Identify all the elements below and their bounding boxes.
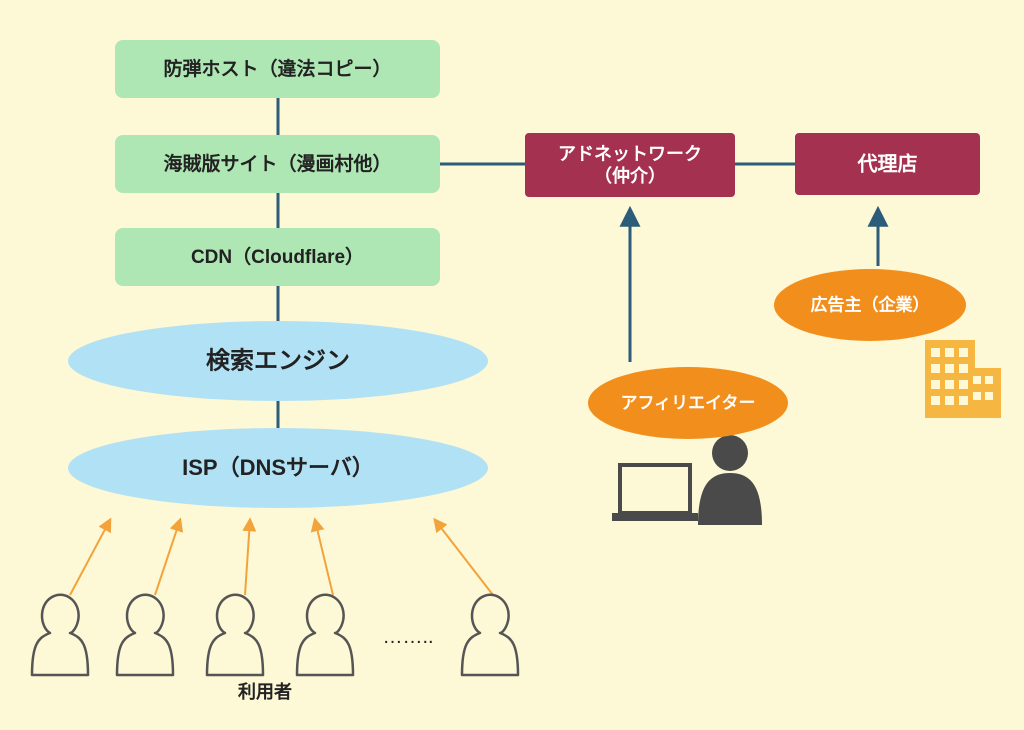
users-label: 利用者 [238, 681, 292, 702]
node-label: アフィリエイター [621, 393, 756, 412]
node-label: 海賊版サイト（漫画村他） [163, 152, 391, 175]
node-search: 検索エンジン [68, 321, 488, 401]
node-label: 代理店 [857, 152, 918, 175]
node-advertiser: 広告主（企業） [774, 269, 966, 341]
node-agency: 代理店 [795, 133, 980, 195]
node-piracy: 海賊版サイト（漫画村他） [115, 135, 440, 193]
node-label-1: アドネットワーク [558, 144, 702, 164]
node-label: 検索エンジン [206, 347, 350, 374]
node-cdn: CDN（Cloudflare） [115, 228, 440, 286]
diagram-stage: 防弾ホスト（違法コピー）海賊版サイト（漫画村他）CDN（Cloudflare） … [0, 0, 1024, 730]
green-boxes: 防弾ホスト（違法コピー） 海賊版サイト（漫画村他） CDN（Cloudflare） [115, 40, 440, 286]
node-label: ISP（DNSサーバ） [182, 455, 374, 480]
node-isp: ISP（DNSサーバ） [68, 428, 488, 508]
node-label: 広告主（企業） [811, 294, 930, 314]
ellipsis: …….. [382, 626, 433, 648]
node-bulletproof: 防弾ホスト（違法コピー） [115, 40, 440, 98]
node-label: CDN（Cloudflare） [191, 245, 364, 268]
node-label-2: （仲介） [594, 165, 666, 186]
node-affiliate: アフィリエイター [588, 367, 788, 439]
diagram-svg: 防弾ホスト（違法コピー）海賊版サイト（漫画村他）CDN（Cloudflare） … [0, 0, 1024, 730]
node-adnetwork: アドネットワーク（仲介） [525, 133, 735, 197]
node-label: 防弾ホスト（違法コピー） [163, 57, 391, 80]
